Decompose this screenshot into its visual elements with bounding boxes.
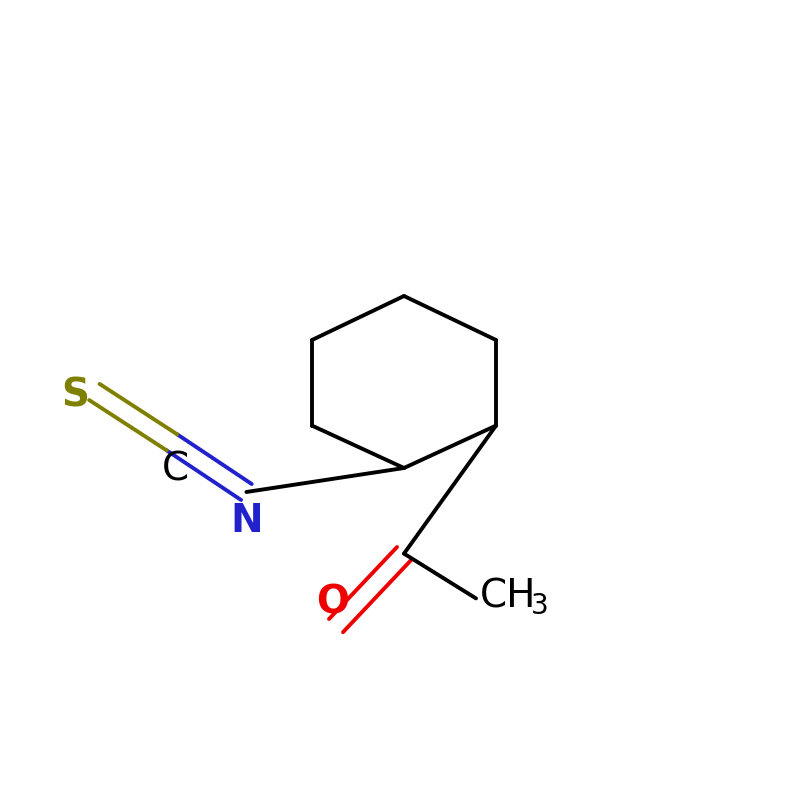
- Text: 3: 3: [530, 592, 548, 621]
- Text: S: S: [62, 376, 90, 414]
- Text: O: O: [316, 584, 350, 622]
- Text: N: N: [230, 502, 262, 540]
- Text: CH: CH: [480, 578, 537, 616]
- Text: C: C: [162, 450, 189, 488]
